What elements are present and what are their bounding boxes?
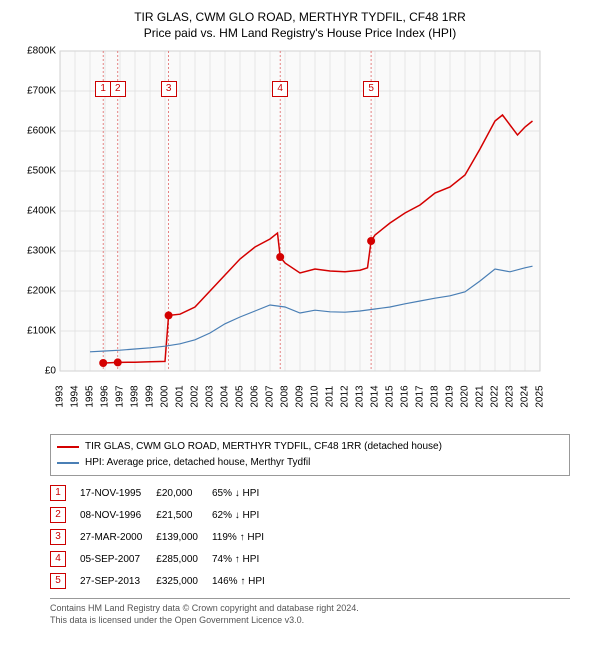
sale-date-cell: 05-SEP-2007 bbox=[80, 548, 156, 570]
sale-num-badge: 2 bbox=[50, 507, 66, 523]
legend-swatch-hpi bbox=[57, 462, 79, 464]
legend-label-hpi: HPI: Average price, detached house, Mert… bbox=[85, 455, 310, 471]
sale-price-cell: £325,000 bbox=[156, 570, 212, 592]
sale-num-badge: 1 bbox=[50, 485, 66, 501]
sale-pct-cell: 119% ↑ HPI bbox=[212, 526, 279, 548]
legend: TIR GLAS, CWM GLO ROAD, MERTHYR TYDFIL, … bbox=[50, 434, 570, 476]
x-tick-label: 1993 bbox=[55, 385, 66, 407]
y-tick-label: £600K bbox=[27, 126, 56, 137]
sale-num-cell: 4 bbox=[50, 548, 80, 570]
x-tick-label: 2005 bbox=[235, 385, 246, 407]
table-row: 2 08-NOV-1996£21,50062% ↓ HPI bbox=[50, 504, 279, 526]
table-row: 3 27-MAR-2000£139,000119% ↑ HPI bbox=[50, 526, 279, 548]
x-tick-label: 1997 bbox=[115, 385, 126, 407]
x-tick-label: 2007 bbox=[265, 385, 276, 407]
x-tick-label: 2019 bbox=[445, 385, 456, 407]
footnote-line1: Contains HM Land Registry data © Crown c… bbox=[50, 603, 570, 615]
x-tick-label: 2009 bbox=[295, 385, 306, 407]
y-tick-label: £300K bbox=[27, 246, 56, 257]
x-tick-label: 1999 bbox=[145, 385, 156, 407]
sale-marker: 2 bbox=[110, 81, 126, 97]
y-tick-label: £400K bbox=[27, 206, 56, 217]
sale-pct-cell: 62% ↓ HPI bbox=[212, 504, 279, 526]
sale-marker: 3 bbox=[161, 81, 177, 97]
table-row: 1 17-NOV-1995£20,00065% ↓ HPI bbox=[50, 482, 279, 504]
table-row: 4 05-SEP-2007£285,00074% ↑ HPI bbox=[50, 548, 279, 570]
footnote-line2: This data is licensed under the Open Gov… bbox=[50, 615, 570, 627]
sale-num-cell: 5 bbox=[50, 570, 80, 592]
title-block: TIR GLAS, CWM GLO ROAD, MERTHYR TYDFIL, … bbox=[10, 10, 590, 40]
sale-num-badge: 3 bbox=[50, 529, 66, 545]
x-tick-label: 2021 bbox=[475, 385, 486, 407]
sale-num-badge: 4 bbox=[50, 551, 66, 567]
x-tick-label: 2022 bbox=[490, 385, 501, 407]
y-tick-label: £0 bbox=[45, 366, 56, 377]
sale-date-cell: 08-NOV-1996 bbox=[80, 504, 156, 526]
chart-title: TIR GLAS, CWM GLO ROAD, MERTHYR TYDFIL, … bbox=[10, 10, 590, 24]
y-tick-label: £200K bbox=[27, 286, 56, 297]
x-tick-label: 2011 bbox=[325, 386, 336, 408]
x-tick-label: 2024 bbox=[520, 385, 531, 407]
chart-subtitle: Price paid vs. HM Land Registry's House … bbox=[10, 26, 590, 40]
x-tick-label: 1996 bbox=[100, 385, 111, 407]
sale-num-cell: 1 bbox=[50, 482, 80, 504]
x-tick-label: 2015 bbox=[385, 385, 396, 407]
sale-num-badge: 5 bbox=[50, 573, 66, 589]
x-tick-label: 2017 bbox=[415, 385, 426, 407]
table-row: 5 27-SEP-2013£325,000146% ↑ HPI bbox=[50, 570, 279, 592]
x-tick-label: 2001 bbox=[175, 385, 186, 407]
x-tick-label: 2020 bbox=[460, 385, 471, 407]
x-tick-label: 2018 bbox=[430, 385, 441, 407]
sale-price-cell: £20,000 bbox=[156, 482, 212, 504]
legend-row-hpi: HPI: Average price, detached house, Mert… bbox=[57, 455, 563, 471]
sale-date-cell: 17-NOV-1995 bbox=[80, 482, 156, 504]
x-tick-label: 2008 bbox=[280, 385, 291, 407]
x-tick-label: 1994 bbox=[70, 385, 81, 407]
sale-num-cell: 2 bbox=[50, 504, 80, 526]
legend-row-property: TIR GLAS, CWM GLO ROAD, MERTHYR TYDFIL, … bbox=[57, 439, 563, 455]
y-tick-label: £800K bbox=[27, 46, 56, 57]
x-tick-label: 1998 bbox=[130, 385, 141, 407]
y-tick-label: £700K bbox=[27, 86, 56, 97]
sale-marker: 5 bbox=[363, 81, 379, 97]
x-tick-label: 1995 bbox=[85, 385, 96, 407]
x-tick-label: 2013 bbox=[355, 385, 366, 407]
y-tick-label: £500K bbox=[27, 166, 56, 177]
x-tick-label: 2003 bbox=[205, 385, 216, 407]
y-tick-label: £100K bbox=[27, 326, 56, 337]
chart-area: £0 £100K £200K £300K £400K £500K £600K £700K £80… bbox=[20, 46, 580, 426]
x-tick-label: 2016 bbox=[400, 385, 411, 407]
sale-date-cell: 27-MAR-2000 bbox=[80, 526, 156, 548]
sale-pct-cell: 74% ↑ HPI bbox=[212, 548, 279, 570]
sale-price-cell: £139,000 bbox=[156, 526, 212, 548]
x-tick-label: 2002 bbox=[190, 385, 201, 407]
sale-pct-cell: 146% ↑ HPI bbox=[212, 570, 279, 592]
x-tick-label: 2025 bbox=[535, 385, 546, 407]
footnote: Contains HM Land Registry data © Crown c… bbox=[50, 598, 570, 626]
x-tick-label: 2012 bbox=[340, 385, 351, 407]
sales-table: 1 17-NOV-1995£20,00065% ↓ HPI 2 08-NOV-1996… bbox=[50, 482, 279, 592]
chart-svg bbox=[20, 46, 580, 416]
x-tick-label: 2004 bbox=[220, 385, 231, 407]
sale-marker: 4 bbox=[272, 81, 288, 97]
x-tick-label: 2010 bbox=[310, 385, 321, 407]
legend-swatch-property bbox=[57, 446, 79, 448]
x-tick-label: 2023 bbox=[505, 385, 516, 407]
sale-price-cell: £21,500 bbox=[156, 504, 212, 526]
sale-num-cell: 3 bbox=[50, 526, 80, 548]
legend-label-property: TIR GLAS, CWM GLO ROAD, MERTHYR TYDFIL, … bbox=[85, 439, 442, 455]
x-tick-label: 2014 bbox=[370, 385, 381, 407]
sale-price-cell: £285,000 bbox=[156, 548, 212, 570]
x-tick-label: 2006 bbox=[250, 385, 261, 407]
sale-pct-cell: 65% ↓ HPI bbox=[212, 482, 279, 504]
x-tick-label: 2000 bbox=[160, 385, 171, 407]
sale-date-cell: 27-SEP-2013 bbox=[80, 570, 156, 592]
